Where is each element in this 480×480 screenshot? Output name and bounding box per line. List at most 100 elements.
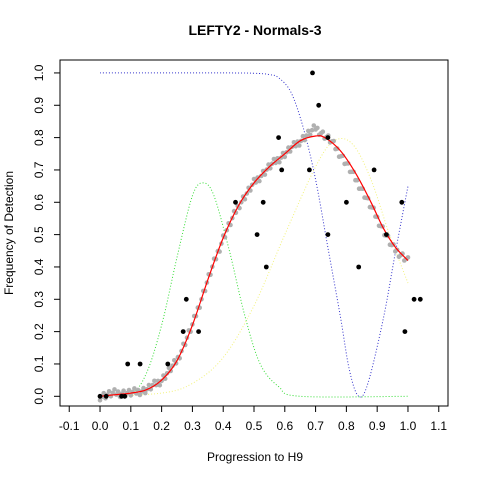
smoothed-point [335, 146, 340, 151]
detection-point [233, 199, 238, 205]
detection-point [344, 199, 349, 205]
detection-point [103, 393, 109, 399]
detection-point [263, 264, 269, 270]
smoothed-point [297, 143, 302, 148]
detection-point [417, 296, 423, 302]
x-tick-label: 0.1 [122, 419, 139, 433]
smoothed-point [164, 371, 170, 376]
y-axis-label: Frequency of Detection [2, 171, 16, 295]
smoothed-point [132, 386, 137, 391]
x-tick-label: 0.5 [246, 419, 263, 433]
y-tick-label: 0.6 [32, 194, 46, 211]
detection-point [316, 102, 322, 108]
smoothed-point [307, 132, 313, 138]
x-tick-label: -0.1 [59, 419, 80, 433]
smoothed-point [110, 390, 115, 396]
smoothed-point [135, 387, 141, 393]
smoothed-point [112, 387, 117, 392]
y-tick-label: 0.3 [32, 291, 46, 308]
smoothed-point [126, 387, 132, 393]
detection-point [137, 361, 143, 367]
detection-point [384, 232, 389, 238]
detection-point [325, 232, 331, 238]
detection-point [402, 329, 408, 334]
detection-point [279, 167, 285, 173]
smoothed-point [282, 154, 288, 160]
x-tick-label: 0.9 [369, 419, 386, 433]
y-tick-label: 0.2 [32, 323, 46, 340]
detection-point [411, 296, 417, 302]
x-tick-label: 0.0 [92, 419, 109, 433]
smoothed-point [152, 378, 157, 384]
detection-point [254, 232, 260, 238]
smoothed-point [97, 397, 103, 403]
y-tick-label: 0.5 [32, 226, 46, 243]
x-tick-label: 1.1 [430, 419, 447, 433]
smoothed-point [115, 389, 121, 394]
x-axis-label: Progression to H9 [207, 450, 303, 464]
smoothed-point [300, 133, 306, 139]
detection-point [180, 329, 186, 334]
smoothed-point [331, 138, 337, 144]
smoothed-point [306, 128, 311, 134]
detection-point [183, 296, 189, 302]
detection-point [356, 264, 362, 270]
smoothed-point [262, 172, 268, 177]
detection-point [125, 361, 131, 367]
y-tick-label: 0.8 [32, 129, 46, 146]
smoothed-point [141, 385, 146, 391]
x-tick-label: 0.2 [153, 419, 170, 433]
x-tick-label: 0.7 [307, 419, 324, 433]
detection-point [196, 329, 202, 334]
smoothed-point [271, 156, 277, 162]
smoothed-point [146, 382, 152, 388]
smoothed-point [311, 123, 317, 128]
smoothed-point [128, 393, 134, 398]
smoothed-point [143, 390, 148, 396]
series-layer [97, 70, 423, 403]
x-tick-label: 1.0 [400, 419, 417, 433]
detection-point [122, 393, 128, 399]
smoothed-point [242, 197, 248, 202]
smoothed-point [304, 133, 309, 138]
smoothed-point [320, 129, 326, 134]
smoothed-point [251, 176, 257, 182]
smoothed-point [255, 175, 260, 180]
y-tick-label: 0.4 [32, 258, 46, 275]
chart-title: LEFTY2 - Normals-3 [188, 22, 321, 38]
smoothed-point [315, 125, 320, 131]
smoothed-point [257, 178, 262, 184]
smoothed-point [258, 173, 264, 179]
detection-point [399, 199, 405, 205]
blue-curve [99, 72, 409, 398]
detection-point [307, 167, 312, 173]
smoothed-point [309, 127, 315, 133]
detection-point [371, 167, 377, 173]
y-axis: 0.0 0.1 0.2 0.3 0.4 0.5 0.6 0.7 0.8 0.9 1.0 [32, 64, 61, 405]
detection-point [165, 361, 171, 367]
plot-frame [59, 59, 449, 407]
y-tick-label: 1.0 [32, 64, 46, 81]
detection-point [97, 393, 103, 399]
smoothed-point [106, 389, 112, 394]
x-tick-label: 0.6 [276, 419, 293, 433]
green-curve [99, 182, 409, 398]
y-tick-label: 0.9 [32, 97, 46, 114]
smoothed-point [291, 140, 297, 145]
detection-point [260, 199, 266, 205]
smoothed-point [157, 382, 163, 388]
x-tick-label: 0.4 [215, 419, 232, 433]
smoothed-point [277, 159, 282, 165]
x-tick-label: 0.8 [338, 419, 355, 433]
y-tick-label: 0.1 [32, 355, 46, 372]
y-tick-label: 0.0 [32, 388, 46, 405]
y-tick-label: 0.7 [32, 161, 46, 178]
smoothed-point [137, 392, 143, 398]
detection-point [276, 135, 281, 141]
smoothed-point [295, 139, 300, 144]
smoothed-point [121, 388, 126, 394]
fit-line [99, 135, 409, 397]
detection-point [325, 135, 331, 141]
x-axis: -0.1 0.0 0.1 0.2 0.3 0.4 0.5 0.6 0.7 0.8 0.9 1.0 1.1 [59, 405, 447, 433]
